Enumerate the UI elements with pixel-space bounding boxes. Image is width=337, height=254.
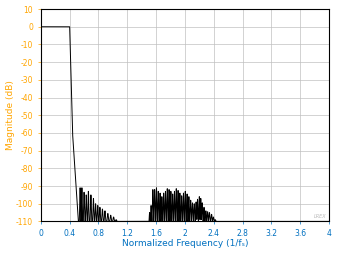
X-axis label: Normalized Frequency (1/fₛ): Normalized Frequency (1/fₛ)	[122, 240, 248, 248]
Y-axis label: Magnitude (dB): Magnitude (dB)	[5, 80, 14, 150]
Text: LREX: LREX	[313, 214, 326, 219]
